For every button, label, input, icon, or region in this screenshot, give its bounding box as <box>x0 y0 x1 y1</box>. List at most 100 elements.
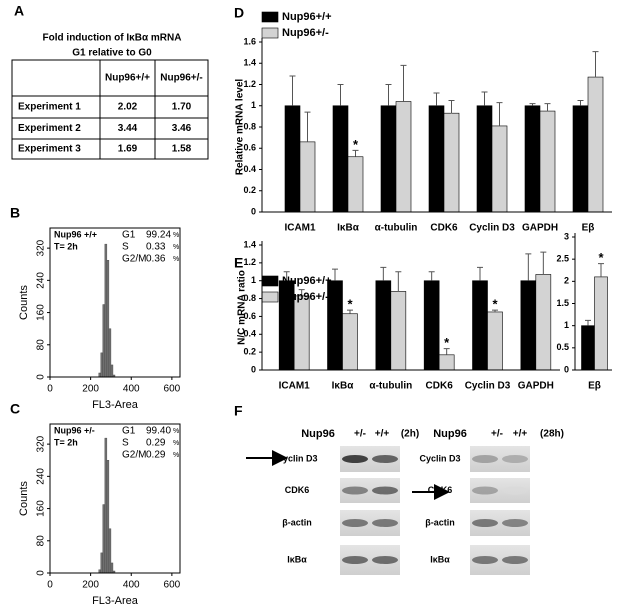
y-tick-label: 0.8 <box>243 293 256 303</box>
legend-swatch <box>261 275 279 287</box>
bar <box>332 105 349 213</box>
y-tick-label: 0.4 <box>243 164 256 174</box>
x-tick-label: Cyclin D3 <box>469 223 515 234</box>
sample-label: Nup96 +/+ <box>54 229 97 239</box>
significance-mark: * <box>492 297 498 312</box>
significance-mark: * <box>598 250 604 265</box>
blot-band <box>502 556 528 564</box>
x-tick-label: 200 <box>82 580 99 591</box>
x-tick-label: ICAM1 <box>284 223 316 234</box>
blot-row-label: Cyclin D3 <box>276 453 317 463</box>
bar <box>487 311 503 371</box>
error-bar <box>492 309 498 312</box>
table-cell: 1.58 <box>172 144 192 155</box>
x-tick-label: Cyclin D3 <box>465 381 511 392</box>
blot-band <box>502 486 528 495</box>
bar <box>284 105 301 213</box>
histogram-bar <box>110 562 114 574</box>
error-bar <box>443 348 450 355</box>
stat-value: 0.33 <box>146 242 166 253</box>
y-tick-label: 3 <box>564 231 569 241</box>
histogram-bar <box>106 260 110 378</box>
error-bar <box>298 289 305 296</box>
bar <box>428 105 445 213</box>
table-cell: Experiment 2 <box>18 123 81 134</box>
stat-unit: % <box>173 452 179 459</box>
legend-label: Nup96+/+ <box>282 275 332 287</box>
error-bar <box>433 92 440 106</box>
x-tick-label: 200 <box>82 384 99 395</box>
stat-value: 0.36 <box>146 254 166 265</box>
y-tick-label: 0.2 <box>243 185 256 195</box>
x-tick-label: 400 <box>123 580 140 591</box>
blot-band <box>502 519 528 527</box>
x-tick-label: α-tubulin <box>375 223 418 234</box>
table-cell: Experiment 3 <box>18 144 81 155</box>
y-tick-label: 160 <box>36 304 47 321</box>
lane-label: +/+ <box>375 429 390 440</box>
bar <box>423 280 440 371</box>
table-title: Fold induction of IκBα mRNA <box>43 33 182 44</box>
error-bar <box>400 64 407 102</box>
x-tick-label: ICAM1 <box>279 381 311 392</box>
y-axis-label: Counts <box>18 481 30 516</box>
axis-line <box>261 241 560 371</box>
y-tick-label: 0 <box>564 364 569 374</box>
y-tick-label: 1.2 <box>243 257 256 267</box>
x-tick-label: CDK6 <box>430 223 458 234</box>
blot-band <box>502 455 528 463</box>
stat-unit: % <box>173 232 179 239</box>
error-bar <box>385 84 392 106</box>
histogram-bar <box>102 504 106 574</box>
error-bar <box>428 271 435 281</box>
y-tick-label: 1.4 <box>243 58 256 68</box>
error-bar <box>395 271 402 292</box>
legend-swatch <box>261 11 279 23</box>
bar <box>535 274 552 371</box>
x-tick-label: IκBα <box>337 223 360 234</box>
blot-band <box>472 455 498 463</box>
bar <box>594 276 608 371</box>
stat-value: 0.29 <box>146 438 166 449</box>
bar <box>438 354 455 371</box>
blot-band <box>342 455 368 463</box>
blot-band <box>372 519 398 527</box>
table-header: Nup96+/- <box>160 73 203 84</box>
bar <box>443 112 460 213</box>
bar <box>375 280 392 371</box>
y-axis-label: N/C mRNA ratio <box>237 270 248 345</box>
legend-label: Nup96+/- <box>282 291 329 303</box>
legend-swatch <box>261 291 279 303</box>
histogram-bar <box>106 460 110 574</box>
x-tick-label: GAPDH <box>518 381 554 392</box>
y-tick-label: 0 <box>251 364 256 374</box>
error-bar <box>577 99 584 106</box>
time-label: (2h) <box>401 429 419 440</box>
histogram-bar <box>108 328 112 378</box>
significance-mark: * <box>444 335 450 350</box>
stat-unit: % <box>173 256 179 263</box>
bar <box>327 280 343 371</box>
y-tick-label: 0.4 <box>243 329 256 339</box>
y-tick-label: 1 <box>251 275 256 285</box>
bar <box>395 101 412 213</box>
stat-label: G2/M <box>122 254 146 265</box>
y-tick-label: 240 <box>36 272 47 289</box>
y-tick-label: 0 <box>251 206 256 216</box>
blot-header: Nup96 <box>301 428 335 440</box>
bar <box>380 105 397 213</box>
histogram-bar <box>98 372 101 378</box>
legend-label: Nup96+/+ <box>282 11 332 23</box>
legend-label: Nup96+/- <box>282 27 329 39</box>
table-cell: 3.44 <box>118 123 138 134</box>
stat-value: 0.29 <box>146 450 166 461</box>
blot-row-label: CDK6 <box>285 485 310 495</box>
y-tick-label: 0.2 <box>243 347 256 357</box>
blot-row-label: β-actin <box>425 517 455 527</box>
x-tick-label: Eβ <box>588 381 601 392</box>
panel-label: F <box>234 403 243 419</box>
blot-band <box>472 519 498 527</box>
y-tick-label: 320 <box>36 239 47 256</box>
y-tick-label: 160 <box>36 500 47 517</box>
